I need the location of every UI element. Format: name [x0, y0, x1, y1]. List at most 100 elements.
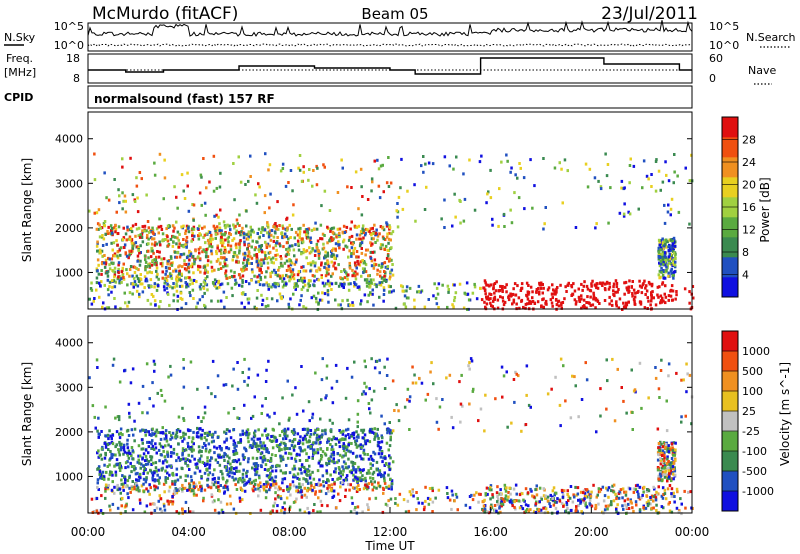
power-scatter-cell: [150, 271, 153, 275]
velocity-scatter-cell: [140, 438, 144, 442]
power-scatter-cell: [103, 254, 106, 257]
power-scatter-cell: [152, 251, 155, 255]
velocity-scatter-cell: [101, 477, 104, 480]
power-scatter-cell: [596, 298, 599, 302]
power-scatter-cell: [285, 217, 288, 221]
velocity-scatter-cell: [189, 429, 192, 432]
power-scatter-cell: [136, 254, 140, 258]
power-scatter-cell: [250, 278, 253, 282]
velocity-scatter-cell: [477, 419, 480, 423]
power-scatter-cell: [202, 248, 205, 252]
power-scatter-cell: [102, 301, 105, 305]
power-scatter-cell: [582, 284, 586, 288]
velocity-scatter-cell: [161, 426, 164, 430]
power-scatter-cell: [97, 249, 100, 253]
power-scatter-cell: [219, 241, 223, 245]
power-scatter-cell: [228, 231, 231, 235]
power-scatter-cell: [247, 235, 250, 239]
velocity-scatter-cell: [615, 495, 618, 499]
power-scatter-cell: [512, 300, 515, 304]
power-scatter-cell: [625, 286, 628, 290]
power-scatter-cell: [151, 249, 154, 253]
power-scatter-cell: [111, 285, 114, 289]
velocity-scatter-cell: [316, 451, 320, 455]
velocity-scatter-cell: [657, 453, 660, 457]
power-scatter-cell: [277, 268, 280, 272]
velocity-scatter-cell: [595, 495, 598, 499]
velocity-scatter-cell: [638, 509, 642, 513]
power-scatter-cell: [218, 285, 221, 289]
velocity-scatter-cell: [261, 456, 265, 460]
velocity-scatter-cell: [623, 490, 626, 494]
velocity-scatter-cell: [616, 367, 619, 371]
velocity-scatter-cell: [312, 477, 316, 481]
power-scatter-cell: [285, 273, 288, 277]
power-scatter-cell: [215, 286, 218, 290]
velocity-scatter-cell: [214, 395, 217, 399]
power-scatter-cell: [272, 246, 275, 250]
power-scatter-cell: [343, 282, 346, 286]
velocity-scatter-cell: [347, 457, 350, 461]
velocity-scatter-cell: [666, 449, 669, 453]
velocity-scatter-cell: [551, 497, 554, 500]
velocity-scatter-cell: [254, 487, 257, 491]
velocity-scatter-cell: [417, 501, 421, 505]
velocity-scatter-cell: [111, 433, 115, 437]
velocity-scatter-cell: [198, 469, 202, 473]
power-scatter-cell: [220, 251, 223, 255]
velocity-scatter-cell: [300, 495, 304, 499]
power-colorbar-label-value: 28: [742, 134, 756, 147]
power-scatter-cell: [182, 252, 186, 256]
power-scatter-cell: [645, 174, 649, 178]
power-scatter-cell: [320, 274, 323, 278]
velocity-scatter-cell: [576, 492, 580, 496]
power-scatter-cell: [391, 263, 394, 266]
velocity-scatter-cell: [326, 486, 329, 490]
power-scatter-cell: [309, 279, 312, 283]
power-scatter-cell: [206, 275, 209, 279]
power-scatter-cell: [102, 222, 106, 225]
velocity-scatter-cell: [136, 471, 139, 475]
velocity-scatter-cell: [656, 458, 660, 462]
power-scatter-cell: [274, 222, 277, 225]
power-scatter-cell: [373, 282, 377, 286]
power-scatter-cell: [143, 224, 147, 228]
power-scatter-cell: [240, 267, 243, 271]
power-scatter-cell: [198, 191, 202, 195]
power-scatter-cell: [580, 282, 583, 286]
velocity-scatter-cell: [121, 485, 125, 489]
power-scatter-cell: [139, 278, 143, 282]
power-scatter-cell: [663, 251, 667, 255]
velocity-scatter-cell: [359, 443, 362, 447]
velocity-scatter-cell: [203, 405, 207, 409]
power-scatter-cell: [90, 281, 93, 285]
power-scatter-cell: [279, 276, 282, 280]
velocity-scatter-cell: [668, 501, 671, 504]
power-scatter-cell: [370, 264, 374, 268]
velocity-scatter-cell: [142, 477, 146, 481]
velocity-scatter-cell: [682, 378, 685, 382]
velocity-scatter-cell: [207, 450, 211, 454]
power-scatter-cell: [330, 282, 334, 286]
power-scatter-cell: [511, 293, 515, 296]
power-scatter-cell: [258, 235, 261, 239]
power-scatter-cell: [273, 268, 276, 272]
power-scatter-cell: [346, 277, 349, 281]
velocity-scatter-cell: [408, 395, 412, 399]
velocity-scatter-cell: [139, 501, 142, 505]
power-scatter-cell: [323, 234, 326, 237]
power-scatter-cell: [155, 255, 158, 259]
power-colorbar-swatch: [722, 177, 738, 198]
velocity-scatter-cell: [606, 379, 609, 383]
power-scatter-cell: [297, 242, 300, 246]
velocity-scatter-cell: [654, 366, 657, 369]
power-scatter-cell: [218, 222, 221, 226]
velocity-scatter-cell: [656, 468, 660, 472]
velocity-scatter-cell: [378, 469, 382, 473]
power-scatter-cell: [215, 259, 219, 263]
velocity-scatter-cell: [576, 510, 579, 514]
power-scatter-cell: [160, 257, 163, 261]
velocity-scatter-cell: [336, 452, 339, 455]
power-scatter-cell: [378, 295, 381, 299]
power-scatter-cell: [278, 266, 281, 269]
